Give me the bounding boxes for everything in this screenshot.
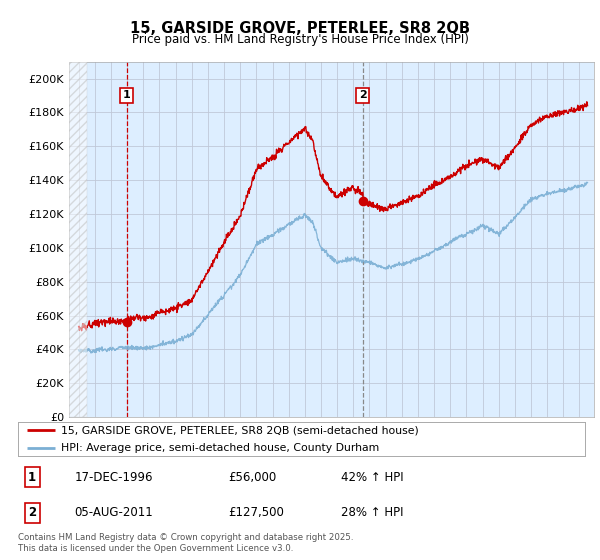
- Text: HPI: Average price, semi-detached house, County Durham: HPI: Average price, semi-detached house,…: [61, 443, 379, 452]
- Text: 2: 2: [28, 506, 36, 519]
- Polygon shape: [69, 62, 87, 417]
- Text: 17-DEC-1996: 17-DEC-1996: [75, 471, 153, 484]
- Text: 1: 1: [28, 471, 36, 484]
- Text: 15, GARSIDE GROVE, PETERLEE, SR8 2QB: 15, GARSIDE GROVE, PETERLEE, SR8 2QB: [130, 21, 470, 36]
- Text: 28% ↑ HPI: 28% ↑ HPI: [341, 506, 404, 519]
- Text: £127,500: £127,500: [228, 506, 284, 519]
- Text: Price paid vs. HM Land Registry's House Price Index (HPI): Price paid vs. HM Land Registry's House …: [131, 33, 469, 46]
- Text: 05-AUG-2011: 05-AUG-2011: [75, 506, 154, 519]
- Text: 15, GARSIDE GROVE, PETERLEE, SR8 2QB (semi-detached house): 15, GARSIDE GROVE, PETERLEE, SR8 2QB (se…: [61, 426, 418, 435]
- Text: 42% ↑ HPI: 42% ↑ HPI: [341, 471, 404, 484]
- Bar: [69, 62, 87, 417]
- Text: Contains HM Land Registry data © Crown copyright and database right 2025.
This d: Contains HM Land Registry data © Crown c…: [18, 533, 353, 553]
- Text: 1: 1: [123, 91, 131, 100]
- Text: £56,000: £56,000: [228, 471, 276, 484]
- Text: 2: 2: [359, 91, 367, 100]
